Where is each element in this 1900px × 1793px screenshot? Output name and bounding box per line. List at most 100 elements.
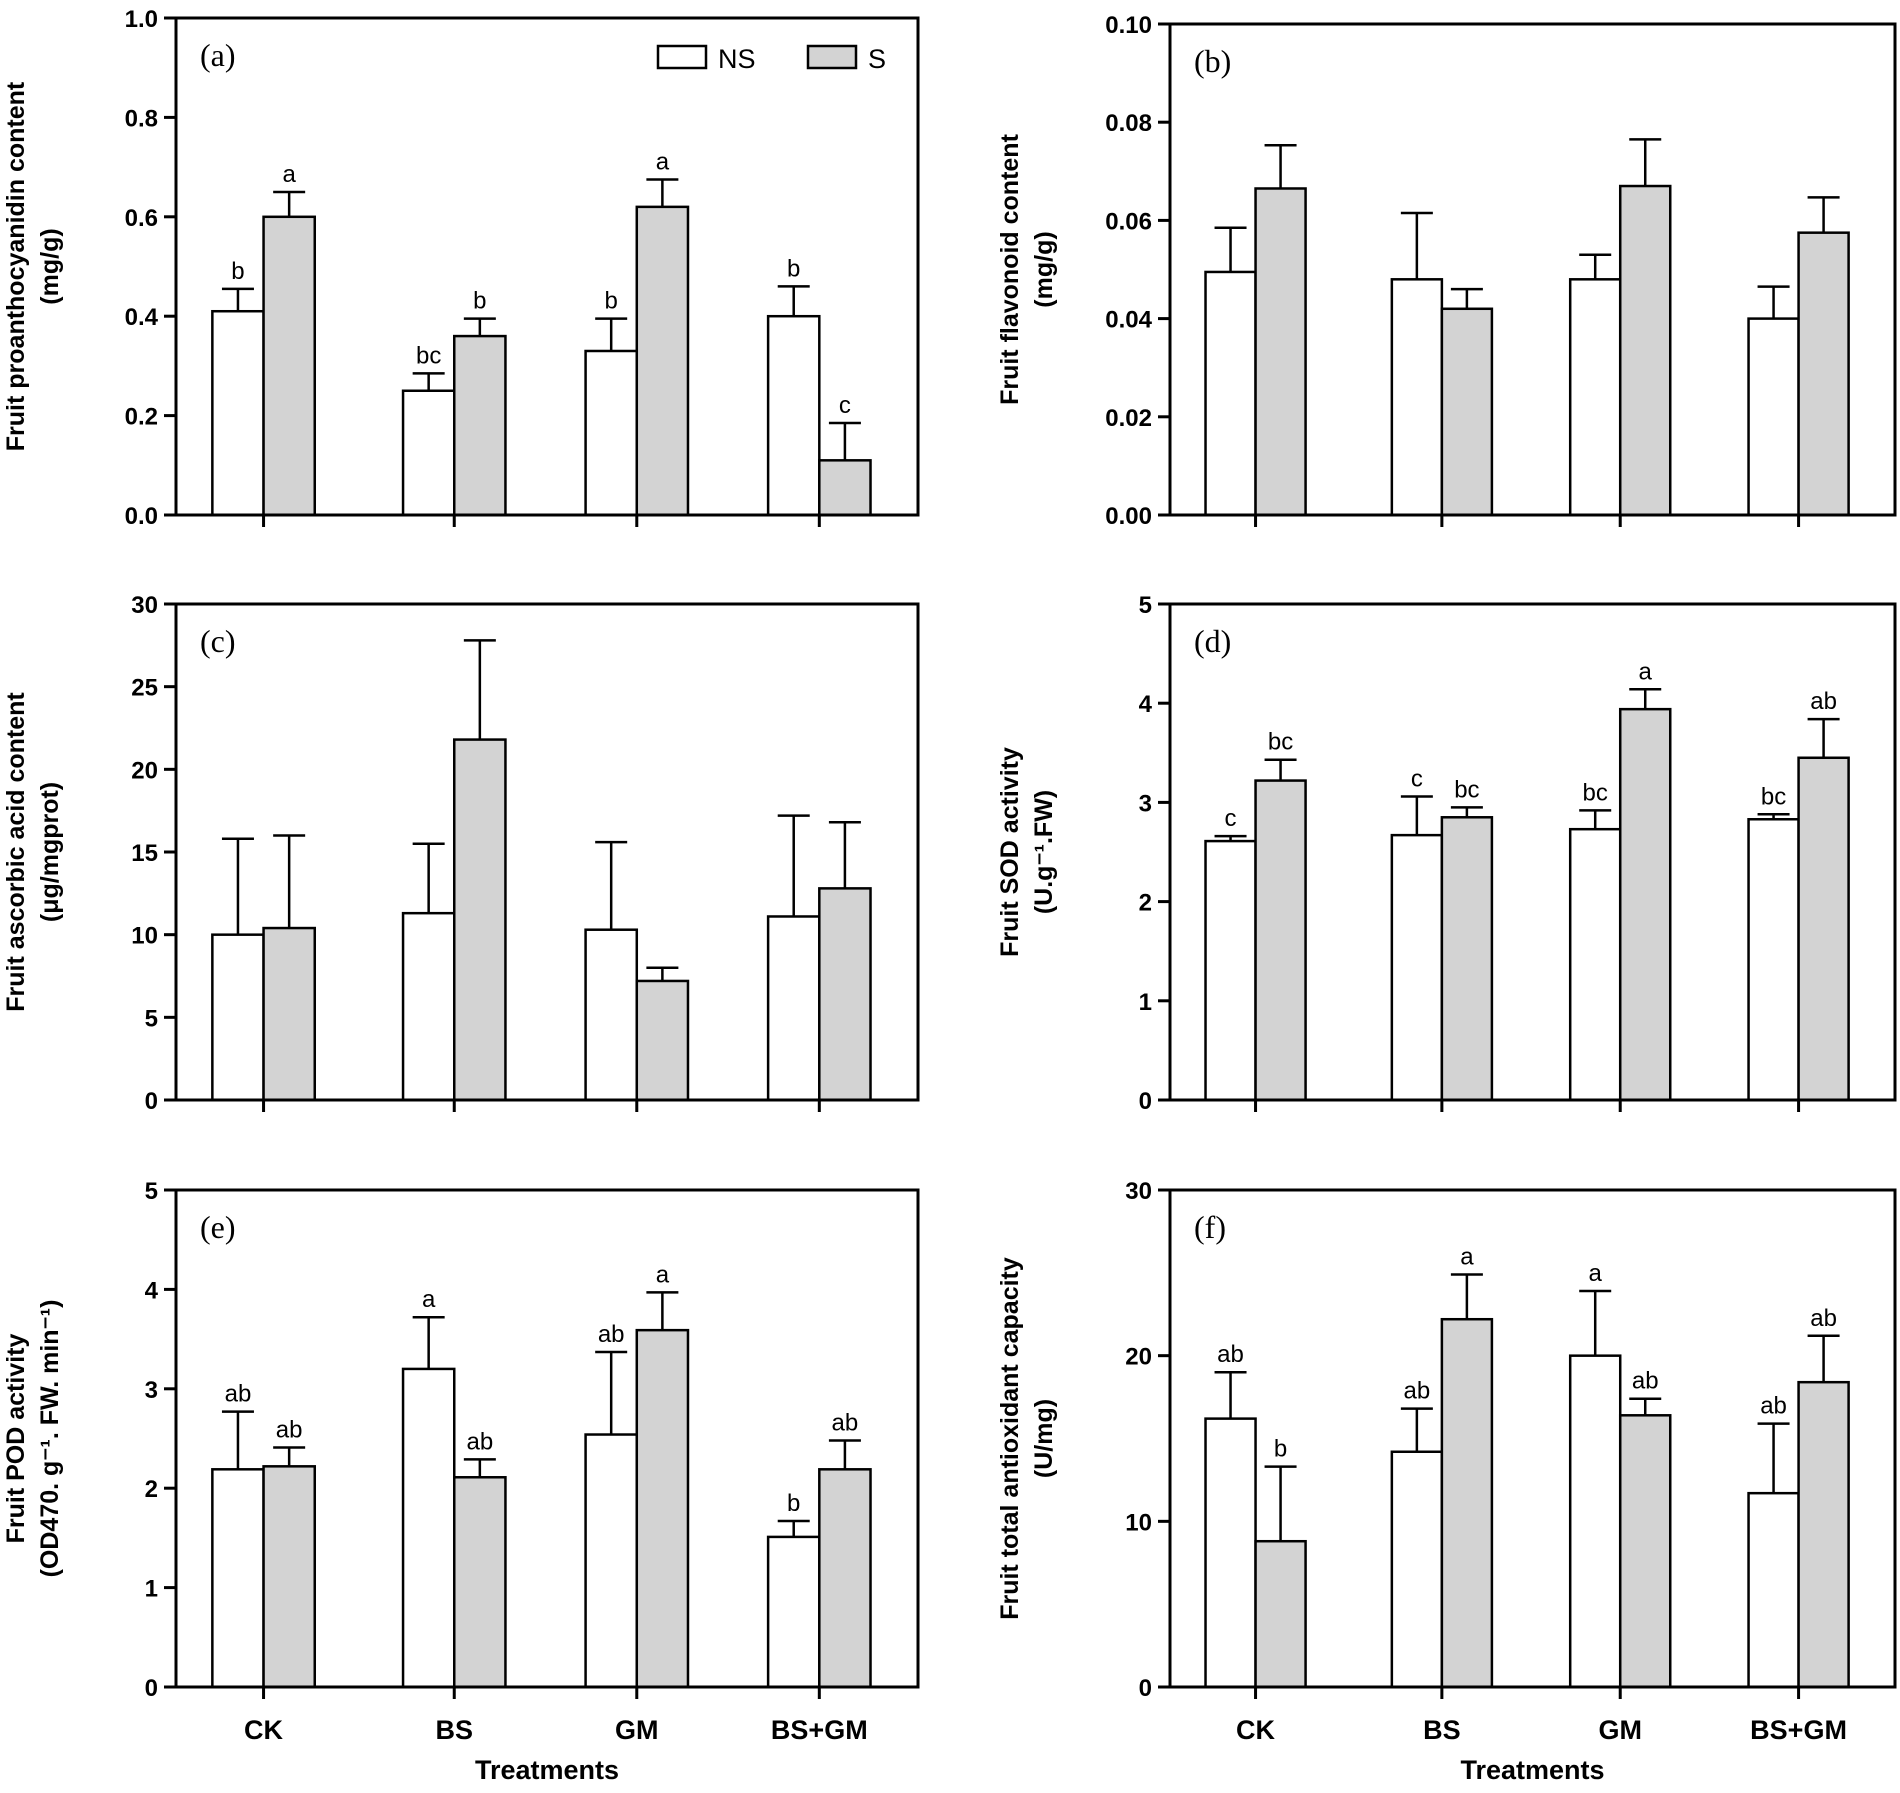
y-tick-label: 0.08 [1105,110,1152,137]
bar-ns-ck [211,309,265,517]
y-axis-unit: (mg/g) [36,228,64,304]
panel-tag: (a) [200,37,236,73]
significance-letter: b [473,288,486,315]
x-tick-label: BS [1423,1715,1461,1745]
bar-s-bs-gm [818,887,872,1102]
error-bar [273,190,306,217]
y-tick-label: 20 [1125,1344,1152,1371]
significance-letter: a [1589,1260,1603,1287]
bar-s-ck [1254,1539,1307,1689]
legend-swatch-s [806,44,858,70]
significance-letter: c [839,392,851,419]
significance-letter: c [1225,805,1237,832]
error-bar [463,639,496,740]
error-bar [1579,253,1612,280]
error-bar [273,834,306,929]
error-bar [221,837,254,935]
y-tick-label: 4 [1139,691,1153,718]
error-bar [221,287,254,312]
error-bar [1579,1289,1612,1356]
error-bar [1757,285,1790,319]
error-bar [221,1410,254,1470]
significance-letter: ab [1810,688,1837,715]
y-axis-unit: (U/mg) [1030,1399,1058,1478]
panel-tag: (f) [1194,1209,1226,1245]
error-bar [595,840,628,930]
x-tick-label: GM [1598,1715,1642,1745]
bar-ns-bs [1390,278,1444,517]
y-axis-unit: (mg/g) [1030,231,1058,307]
significance-letter: bc [416,342,441,369]
error-bar [646,178,679,207]
legend-swatch-ns [656,44,708,70]
x-tick-label: BS [435,1715,473,1745]
significance-letter: ab [466,1428,493,1455]
y-tick-label: 1.0 [125,6,158,33]
significance-letter: a [422,1286,436,1313]
bar-ns-gm [1568,1354,1622,1689]
error-bar [1400,211,1433,280]
y-tick-label: 4 [145,1277,159,1304]
y-axis-title: Fruit ascorbic acid content [2,692,30,1012]
significance-letter: ab [225,1381,252,1408]
error-bar [1214,834,1247,842]
significance-letter: b [787,1490,800,1517]
bar-s-gm [635,1328,690,1689]
x-tick-label: GM [615,1715,659,1745]
error-bar [828,421,861,461]
bar-ns-bs [401,911,456,1102]
bar-ns-bs-gm [1747,317,1800,517]
y-tick-label: 0.0 [125,503,158,530]
panel-tag: (c) [200,623,236,659]
error-bar [1214,226,1247,272]
error-bar [412,1315,445,1369]
error-bar [777,285,810,317]
bar-ns-ck [211,1468,265,1689]
y-axis-title: Fruit flavonoid content [996,133,1024,404]
bar-s-bs [1440,816,1494,1102]
bar-ns-ck [211,933,265,1102]
y-tick-label: 2 [1139,890,1152,917]
error-bar [1264,758,1297,781]
y-tick-label: 0.02 [1105,405,1152,432]
plot-frame [174,16,920,517]
y-tick-label: 0.04 [1105,307,1152,334]
error-bar [777,814,810,917]
significance-letter: bc [1454,776,1479,803]
y-tick-label: 0 [1139,1088,1152,1115]
significance-letter: a [1460,1243,1474,1270]
bar-s-bs [453,1476,507,1689]
panel-tag: (d) [1194,623,1231,659]
y-tick-label: 0 [1139,1675,1152,1702]
bar-ns-gm [1568,827,1622,1102]
error-bar [1450,806,1483,818]
significance-letter: b [787,255,800,282]
panel-tag: (e) [200,1209,236,1245]
error-bar [1400,795,1433,836]
significance-letter: a [1639,658,1653,685]
bar-ns-bs-gm [766,915,821,1102]
error-bar [1264,144,1297,189]
bar-s-ck [262,215,317,517]
legend: NS S [656,44,886,74]
significance-letter: ab [1632,1368,1659,1395]
bar-s-bs-gm [818,1468,872,1689]
error-bar [1400,1407,1433,1452]
bar-ns-bs-gm [766,314,821,517]
error-bar [777,1519,810,1537]
bar-s-bs-gm [818,459,872,517]
error-bar [1757,1422,1790,1494]
bar-s-ck [262,1465,317,1689]
error-bar [595,317,628,351]
bar-s-bs-gm [1797,1380,1850,1689]
error-bar [1807,1334,1840,1383]
y-axis-title: Fruit proanthocyanidin content [2,81,30,451]
plot-frame [174,1188,920,1689]
y-tick-label: 25 [131,675,158,702]
y-tick-label: 5 [145,1178,158,1205]
error-bar [463,1458,496,1478]
bar-ns-gm [584,928,639,1102]
y-tick-label: 10 [131,923,158,950]
bar-s-ck [1254,779,1307,1102]
